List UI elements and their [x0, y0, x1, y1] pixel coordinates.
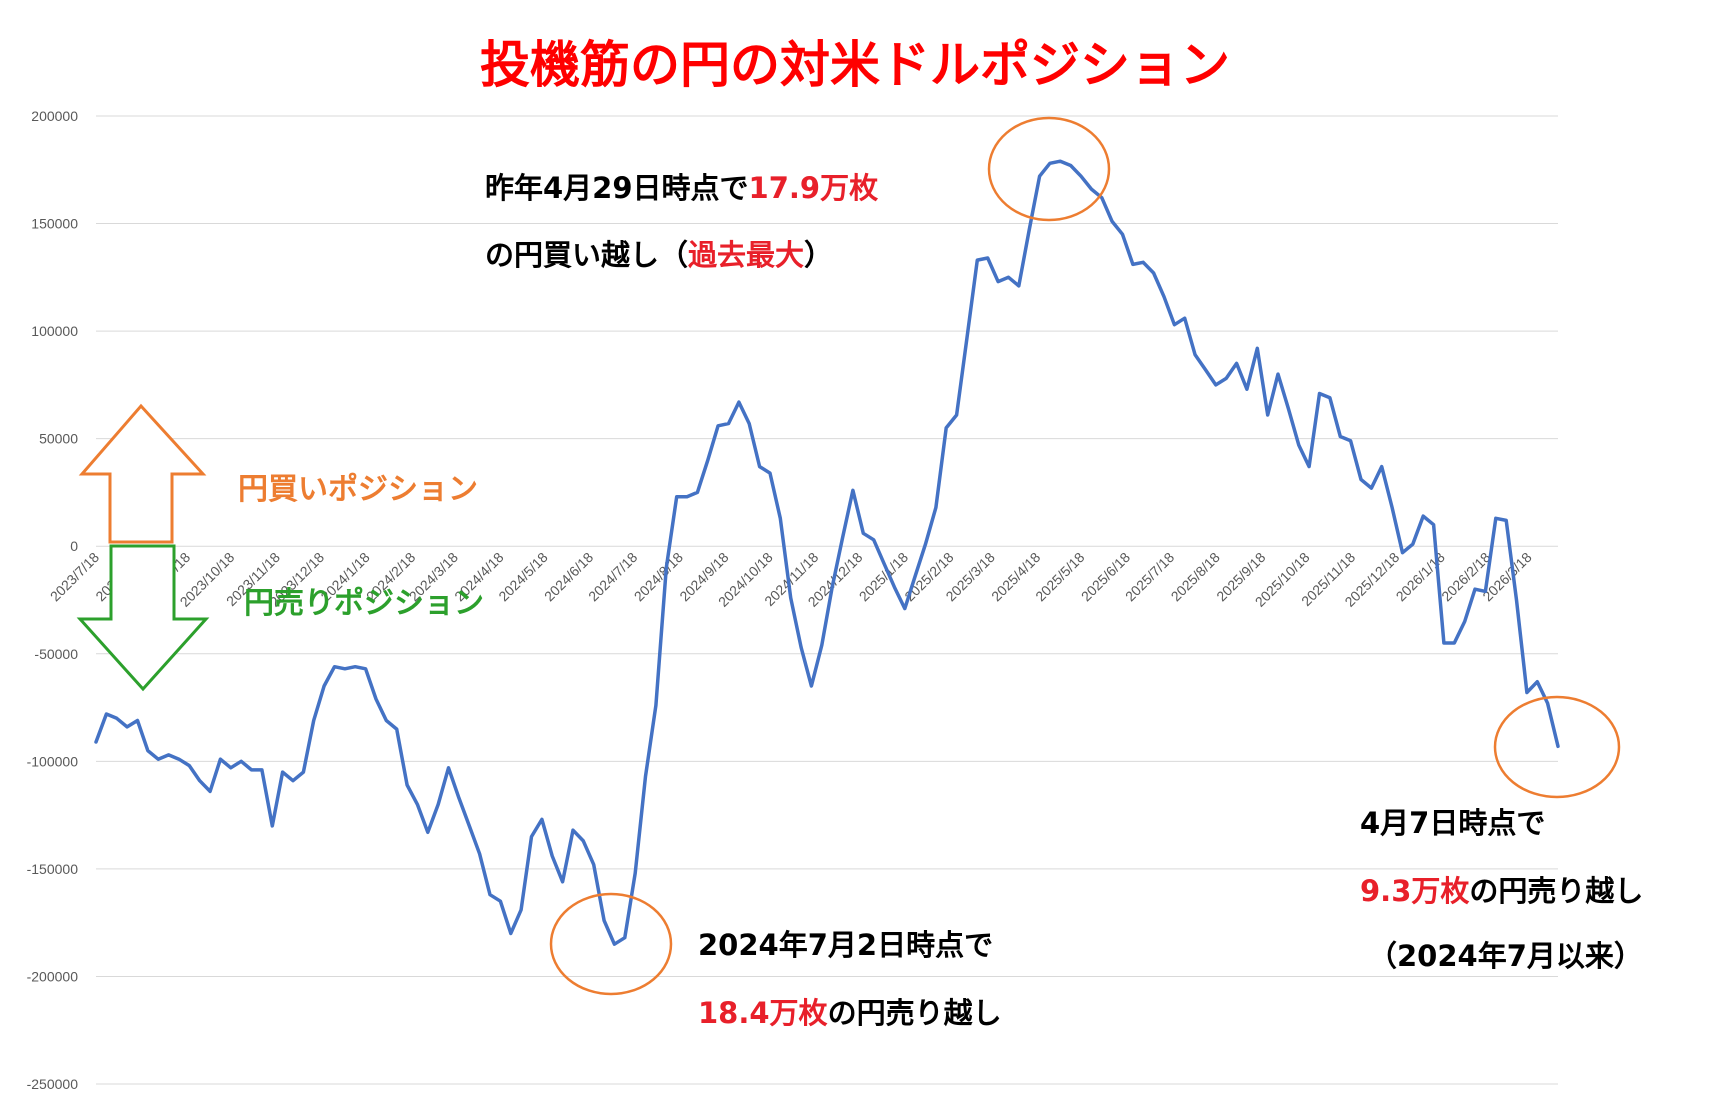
series-line [94, 159, 1560, 946]
low-annotation-value: 18.4万枚 [698, 996, 828, 1030]
latest-annotation-line1: 4月7日時点で [1360, 806, 1545, 840]
x-tick-label: 2025/7/18 [1122, 549, 1178, 605]
y-tick-label: -100000 [27, 753, 79, 769]
low-annotation-line1: 2024年7月2日時点で [698, 928, 993, 962]
y-tick-label: -200000 [27, 968, 79, 984]
peak-annotation-line1: 昨年4月29日時点で17.9万枚 [485, 171, 878, 205]
peak-annotation-value: 17.9万枚 [749, 171, 879, 205]
sell-position-label: 円売りポジション [244, 586, 484, 621]
y-tick-label: 150000 [31, 216, 78, 232]
y-tick-label: 100000 [31, 323, 78, 339]
x-tick-label: 2024/5/18 [495, 549, 551, 605]
y-tick-label: -250000 [27, 1076, 79, 1092]
sell-position-arrow-icon [76, 544, 210, 692]
x-tick-label: 2025/1/18 [856, 549, 912, 605]
peak-annotation-desc: の円買い越し（ [485, 238, 688, 272]
latest-annotation-desc: の円売り越し [1469, 874, 1643, 908]
buy-position-label: 円買いポジション [238, 472, 478, 507]
y-tick-label: -50000 [34, 646, 78, 662]
y-tick-label: 50000 [39, 431, 78, 447]
x-tick-label: 2025/8/18 [1168, 549, 1224, 605]
y-tick-label: 200000 [31, 108, 78, 124]
latest-annotation-value: 9.3万枚 [1360, 874, 1469, 908]
buy-position-arrow-icon [78, 403, 207, 544]
chart-title: 投機筋の円の対米ドルポジション [480, 36, 1230, 94]
x-tick-label: 2024/8/18 [631, 549, 687, 605]
y-tick-label: 0 [70, 538, 78, 554]
latest-annotation-line2: 9.3万枚の円売り越し [1360, 874, 1643, 908]
peak-highlight-circle [987, 116, 1111, 222]
low-highlight-circle [549, 892, 673, 996]
peak-annotation-record: 過去最大 [688, 238, 804, 272]
peak-annotation-line2: の円買い越し（過去最大） [485, 238, 833, 272]
y-tick-label: -150000 [27, 861, 79, 877]
peak-annotation-date: 昨年4月29日時点で [485, 171, 749, 205]
x-tick-label: 2024/7/18 [585, 549, 641, 605]
low-annotation-line2: 18.4万枚の円売り越し [698, 996, 1002, 1030]
latest-annotation-line3: （2024年7月以来） [1368, 939, 1643, 973]
gridlines [96, 115, 1558, 1085]
peak-annotation-close: ） [804, 238, 833, 272]
latest-highlight-circle [1493, 695, 1621, 799]
x-tick-label: 2023/7/18 [47, 549, 103, 605]
x-tick-label: 2025/5/18 [1032, 549, 1088, 605]
y-axis-ticks: 200000 150000 100000 50000 0 -50000 -100000 -15… [27, 108, 79, 1092]
low-annotation-desc: の円売り越し [828, 996, 1002, 1030]
